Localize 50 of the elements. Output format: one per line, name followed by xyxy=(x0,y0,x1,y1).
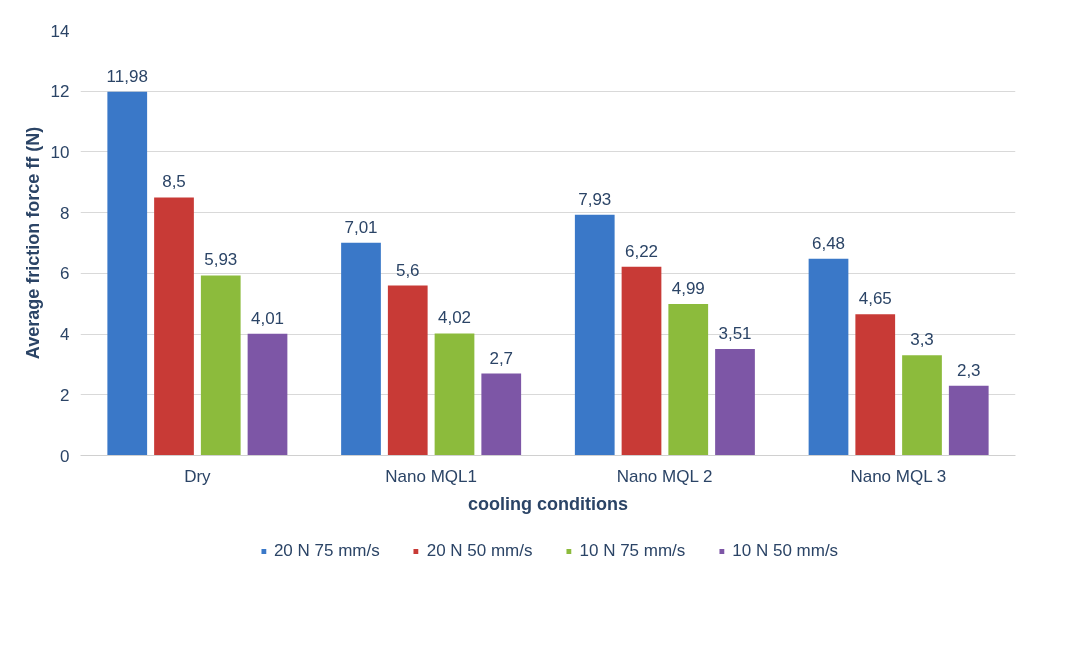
bar xyxy=(247,333,288,456)
data-label: 2,3 xyxy=(956,360,981,380)
legend-label: 20 N 50 mm/s xyxy=(426,541,533,561)
data-label: 5,6 xyxy=(395,260,420,280)
bar xyxy=(481,373,522,456)
x-axis-title: cooling conditions xyxy=(468,493,629,514)
y-tick-label: 12 xyxy=(50,82,70,102)
data-label: 3,51 xyxy=(718,323,752,343)
bar xyxy=(668,304,709,456)
bar xyxy=(107,91,148,456)
data-label: 8,5 xyxy=(162,172,186,192)
y-axis-title: Average friction force ff (N) xyxy=(22,126,43,360)
y-tick-label: 8 xyxy=(60,203,70,223)
x-tick-label: Nano MQL 2 xyxy=(616,466,713,486)
y-tick-label: 4 xyxy=(60,325,70,345)
x-tick-label: Nano MQL1 xyxy=(385,466,477,486)
x-tick-label: Dry xyxy=(184,466,212,486)
data-label: 3,3 xyxy=(910,330,934,350)
data-label: 5,93 xyxy=(204,250,238,270)
legend-label: 10 N 75 mm/s xyxy=(579,541,686,561)
data-label: 6,48 xyxy=(811,233,846,253)
data-label: 4,02 xyxy=(437,308,472,328)
bar xyxy=(808,258,849,456)
bar xyxy=(200,275,241,456)
data-label: 6,22 xyxy=(624,241,659,261)
bar xyxy=(948,385,989,456)
legend-label: 10 N 50 mm/s xyxy=(732,541,839,561)
legend-label: 20 N 75 mm/s xyxy=(273,541,380,561)
bar xyxy=(387,285,428,456)
bar xyxy=(621,266,662,456)
bar xyxy=(902,355,942,456)
data-label: 4,01 xyxy=(250,308,285,328)
bar xyxy=(434,333,475,456)
y-tick-label: 2 xyxy=(60,385,70,405)
bar xyxy=(341,242,381,456)
y-tick-label: 14 xyxy=(50,21,70,41)
data-label: 2,7 xyxy=(489,348,514,368)
data-label: 4,65 xyxy=(858,289,892,309)
y-tick-label: 10 xyxy=(50,142,70,162)
bar xyxy=(574,214,615,456)
bar xyxy=(855,314,896,456)
data-label: 7,93 xyxy=(578,189,612,209)
y-tick-label: 6 xyxy=(60,264,70,284)
data-label: 11,98 xyxy=(106,66,148,86)
bar xyxy=(715,348,755,456)
y-tick-label: 0 xyxy=(60,446,70,466)
x-tick-label: Nano MQL 3 xyxy=(850,466,947,486)
data-label: 7,01 xyxy=(344,217,378,237)
bar xyxy=(154,197,194,456)
data-label: 4,99 xyxy=(671,279,705,299)
